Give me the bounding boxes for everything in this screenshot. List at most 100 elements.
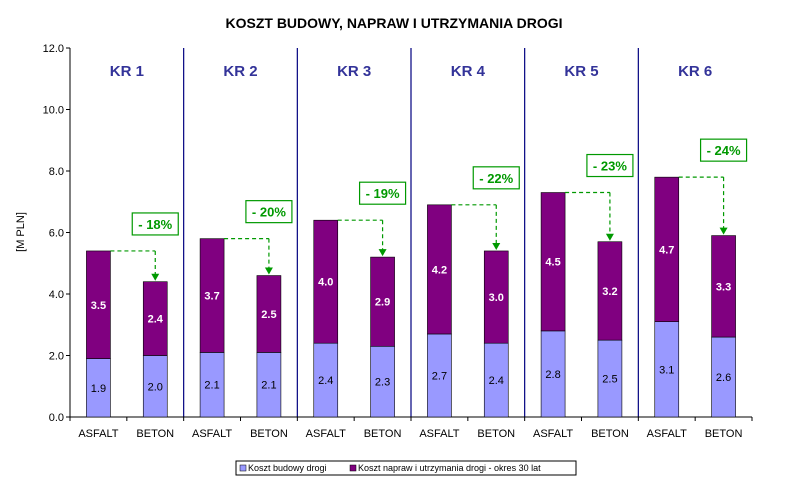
- data-label-maintenance: 2.9: [375, 297, 390, 309]
- savings-arrow-head: [719, 227, 728, 235]
- x-tick-label: ASFALT: [78, 428, 118, 440]
- x-tick-label: BETON: [250, 428, 288, 440]
- data-label-construction: 3.1: [659, 364, 674, 376]
- savings-box: [699, 138, 748, 162]
- data-label-construction: 2.5: [602, 374, 617, 386]
- bar-segment-maintenance: [654, 176, 680, 322]
- x-tick-label: BETON: [364, 428, 402, 440]
- bar-segment-construction: [86, 358, 111, 418]
- legend-label-construction: Koszt budowy drogi: [248, 463, 327, 473]
- savings-label: - 24%: [707, 143, 741, 158]
- group-label: KR 3: [337, 63, 371, 80]
- group-label: KR 4: [451, 63, 486, 80]
- data-label-maintenance: 3.5: [91, 300, 106, 312]
- y-tick-label: 6.0: [49, 228, 64, 240]
- y-tick-label: 10.0: [43, 105, 64, 117]
- savings-box: [586, 153, 634, 178]
- bar-segment-maintenance: [427, 204, 452, 335]
- savings-arrow-head: [605, 233, 614, 241]
- y-tick-label: 8.0: [49, 166, 64, 178]
- bar-segment-maintenance: [142, 281, 168, 356]
- bar-segment-maintenance: [256, 275, 282, 353]
- y-tick-label: 4.0: [49, 289, 64, 301]
- savings-arrow-head: [264, 267, 273, 275]
- bar-segment-construction: [711, 336, 736, 418]
- legend-frame: [235, 460, 577, 476]
- data-label-maintenance: 2.4: [148, 314, 164, 326]
- bar-segment-maintenance: [711, 235, 736, 338]
- savings-label: - 18%: [138, 217, 172, 232]
- data-label-maintenance: 2.5: [261, 309, 276, 321]
- bar-segment-maintenance: [597, 241, 623, 341]
- data-label-maintenance: 3.0: [489, 292, 504, 304]
- group-label: KR 1: [110, 63, 144, 80]
- data-label-maintenance: 3.7: [204, 291, 219, 303]
- bar-segment-construction: [199, 352, 225, 418]
- bar-segment-construction: [427, 333, 452, 418]
- bar-segment-maintenance: [199, 238, 225, 353]
- x-tick-label: ASFALT: [419, 428, 459, 440]
- savings-arrow-head: [151, 273, 160, 281]
- data-label-construction: 2.1: [204, 380, 219, 392]
- y-tick-label: 0.0: [49, 412, 64, 424]
- data-label-maintenance: 4.2: [432, 264, 447, 276]
- data-label-maintenance: 4.7: [659, 244, 674, 256]
- savings-box: [472, 166, 520, 190]
- y-tick-label: 12.0: [43, 43, 64, 55]
- data-label-maintenance: 4.5: [545, 257, 560, 269]
- data-label-construction: 2.1: [261, 380, 276, 392]
- bar-segment-maintenance: [86, 250, 111, 359]
- data-label-construction: 2.4: [489, 375, 504, 387]
- group-label: KR 6: [678, 63, 712, 80]
- bar-segment-maintenance: [540, 192, 566, 332]
- bar-segment-maintenance: [313, 219, 339, 344]
- chart-title: KOSZT BUDOWY, NAPRAW I UTRZYMANIA DROGI: [225, 15, 562, 31]
- bar-segment-construction: [370, 345, 395, 418]
- savings-arrow-head: [378, 249, 387, 257]
- data-label-construction: 2.4: [318, 375, 333, 387]
- savings-box: [358, 181, 407, 205]
- bar-segment-construction: [142, 355, 168, 418]
- data-label-maintenance: 4.0: [318, 277, 333, 289]
- savings-label: - 20%: [252, 205, 286, 220]
- bar-segment-construction: [256, 352, 282, 418]
- y-tick-label: 2.0: [49, 351, 64, 363]
- x-tick-label: ASFALT: [533, 428, 573, 440]
- x-tick-label: BETON: [136, 428, 174, 440]
- bar-segment-construction: [654, 321, 680, 418]
- savings-label: - 23%: [593, 159, 627, 174]
- data-label-construction: 2.3: [375, 377, 390, 389]
- data-label-construction: 2.0: [148, 381, 163, 393]
- x-tick-label: ASFALT: [306, 428, 346, 440]
- bar-segment-maintenance: [370, 256, 395, 347]
- data-label-construction: 2.7: [432, 370, 447, 382]
- savings-box: [131, 212, 179, 236]
- bar-segment-construction: [540, 330, 566, 418]
- plot-area: 0.0 2.0 4.0 6.0 8.0 10.0 12.0 1.9 3.5 ASFALT 2.0 2.…: [43, 43, 753, 440]
- legend-swatch-construction: [239, 464, 247, 472]
- x-tick-label: ASFALT: [192, 428, 232, 440]
- group-label: KR 2: [223, 63, 257, 80]
- bar-segment-construction: [313, 342, 339, 418]
- savings-box: [245, 200, 293, 224]
- x-tick-label: ASFALT: [647, 428, 687, 440]
- data-label-construction: 2.8: [545, 369, 560, 381]
- bar-segment-construction: [483, 342, 509, 418]
- savings-label: - 22%: [479, 171, 513, 186]
- data-label-maintenance: 3.2: [602, 286, 617, 298]
- data-label-construction: 1.9: [91, 383, 106, 395]
- group-label: KR 5: [564, 63, 598, 80]
- legend-swatch-maintenance: [349, 464, 357, 472]
- legend: Koszt budowy drogi Koszt napraw i utrzym…: [235, 460, 577, 476]
- savings-arrow-head: [492, 242, 501, 250]
- savings-label: - 19%: [366, 186, 400, 201]
- x-tick-label: BETON: [477, 428, 515, 440]
- x-tick-label: BETON: [705, 428, 743, 440]
- data-label-maintenance: 3.3: [716, 281, 731, 293]
- bar-segment-maintenance: [483, 250, 509, 344]
- data-label-construction: 2.6: [716, 372, 731, 384]
- legend-label-maintenance: Koszt napraw i utrzymania drogi - okres …: [358, 463, 541, 473]
- x-tick-label: BETON: [591, 428, 629, 440]
- y-axis-label: [M PLN]: [15, 212, 27, 252]
